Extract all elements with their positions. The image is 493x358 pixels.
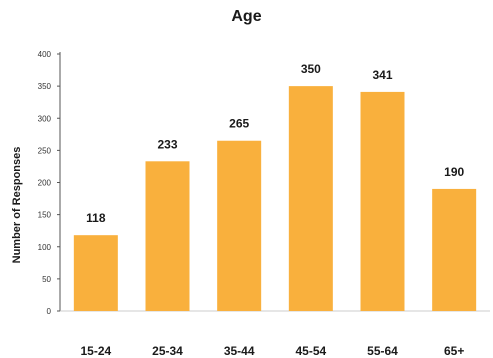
y-tick-label: 50: [42, 275, 51, 284]
y-tick-label: 0: [47, 307, 52, 316]
x-tick-label: 55-64: [367, 344, 398, 358]
bar: [288, 86, 333, 311]
chart-title: Age: [231, 8, 262, 25]
data-label: 265: [229, 117, 249, 131]
x-tick-label: 25-34: [152, 344, 183, 358]
x-tick-label: 45-54: [295, 344, 326, 358]
y-tick-label: 200: [38, 179, 52, 188]
y-tick-label: 250: [38, 146, 52, 155]
data-label: 118: [86, 211, 106, 225]
bar: [217, 140, 262, 311]
y-axis: 0 50 100 150 200 250 300 350 400: [38, 50, 490, 316]
bar: [73, 235, 118, 311]
x-tick-label: 65+: [444, 344, 464, 358]
x-tick-label: 15-24: [80, 344, 111, 358]
bar: [360, 91, 405, 311]
y-tick-label: 350: [38, 82, 52, 91]
data-labels: 118 233 265 350 341 190: [86, 62, 464, 225]
y-tick-label: 300: [38, 114, 52, 123]
data-label: 350: [301, 62, 321, 76]
bar: [432, 188, 477, 311]
x-axis-categories: 15-24 25-34 35-44 45-54 55-64 65+: [80, 344, 464, 358]
data-label: 190: [444, 165, 464, 179]
y-tick-label: 150: [38, 211, 52, 220]
bar: [145, 161, 190, 311]
x-tick-label: 35-44: [224, 344, 255, 358]
y-tick-label: 400: [38, 50, 52, 59]
data-label: 341: [372, 68, 392, 82]
data-label: 233: [157, 137, 177, 151]
bar-series: [73, 86, 477, 311]
y-tick-label: 100: [38, 243, 52, 252]
